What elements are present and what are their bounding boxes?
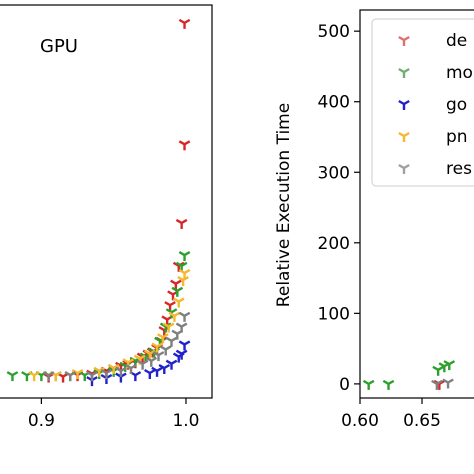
- gpu-data-point: [177, 276, 189, 287]
- y-tick-label: 500: [318, 22, 350, 42]
- gpu-data-point: [159, 345, 172, 356]
- legend-label: res: [446, 159, 472, 179]
- gpu-data-point: [178, 251, 191, 262]
- right-data-point: [382, 379, 395, 390]
- gpu-data-point: [178, 311, 191, 322]
- gpu-plot-frame: [0, 4, 213, 399]
- gpu-data-point: [64, 371, 77, 382]
- gpu-data-point: [71, 368, 84, 379]
- gpu-panel: GPU 0.9 1.0: [0, 4, 213, 431]
- right-x-ticks: 0.60 0.65: [341, 398, 441, 431]
- gpu-data-point: [165, 359, 178, 370]
- right-data-point: [442, 378, 454, 389]
- legend-label: pn: [446, 127, 468, 147]
- gpu-x-ticks: 0.9 1.0: [28, 398, 199, 431]
- y-tick-label: 100: [318, 304, 350, 324]
- gpu-data-point: [151, 366, 163, 377]
- legend-marker: [398, 131, 410, 142]
- gpu-data-point: [165, 336, 178, 347]
- gpu-data-point: [100, 368, 113, 379]
- gpu-x-tick-label: 1.0: [172, 411, 199, 431]
- legend-box: [371, 18, 474, 187]
- gpu-data-point: [115, 366, 127, 377]
- gpu-data-point: [144, 368, 156, 379]
- gpu-data-point: [42, 371, 55, 382]
- gpu-data-point: [158, 363, 171, 374]
- y-tick-label: 0: [339, 375, 350, 395]
- gpu-data-point: [145, 356, 158, 367]
- gpu-data-point: [178, 18, 191, 29]
- gpu-data-point: [86, 371, 98, 382]
- gpu-data-point: [6, 371, 19, 382]
- gpu-x-tick-label: 0.9: [28, 411, 55, 431]
- y-axis-label: Relative Execution Time: [274, 103, 294, 307]
- right-data-point: [443, 360, 456, 371]
- right-panel: Relative Execution Time 0 100 200 300 400 500…: [274, 9, 474, 431]
- y-tick-label: 200: [318, 234, 350, 254]
- y-tick-label: 300: [318, 163, 350, 183]
- gpu-data-point: [157, 333, 169, 344]
- y-tick-label: 400: [318, 93, 350, 113]
- legend-marker: [398, 67, 410, 78]
- right-data-point: [362, 379, 375, 390]
- gpu-data-point: [172, 352, 185, 363]
- legend-marker: [398, 163, 410, 174]
- legend-marker: [398, 99, 410, 110]
- right-data-points: [362, 360, 456, 390]
- legend-marker: [398, 35, 410, 46]
- gpu-data-point: [178, 340, 191, 351]
- legend-label: go: [446, 95, 467, 115]
- gpu-data-point: [151, 342, 163, 353]
- gpu-data-point: [125, 363, 137, 374]
- gpu-data-point: [171, 329, 184, 340]
- gpu-data-point: [175, 218, 188, 229]
- y-ticks: 0 100 200 300 400 500: [318, 22, 360, 395]
- gpu-panel-label: GPU: [40, 36, 78, 57]
- gpu-data-point: [28, 371, 40, 382]
- gpu-data-point: [168, 311, 181, 322]
- right-data-point: [432, 365, 444, 376]
- gpu-data-point: [172, 297, 185, 308]
- legend-label: de: [446, 31, 467, 51]
- gpu-data-point: [178, 140, 191, 151]
- right-x-tick-label: 0.65: [403, 411, 441, 431]
- gpu-data-points: [6, 18, 191, 387]
- gpu-data-point: [171, 286, 184, 297]
- legend-entries: de mo go pn res: [398, 31, 473, 179]
- right-x-tick-label: 0.60: [341, 411, 379, 431]
- right-data-point: [431, 379, 443, 390]
- legend: de mo go pn res: [371, 18, 474, 187]
- gpu-data-point: [152, 351, 165, 362]
- gpu-data-point: [57, 372, 69, 383]
- legend-label: mo: [446, 63, 473, 83]
- gpu-data-point: [107, 363, 120, 374]
- gpu-data-point: [162, 322, 175, 333]
- gpu-data-point: [136, 359, 149, 370]
